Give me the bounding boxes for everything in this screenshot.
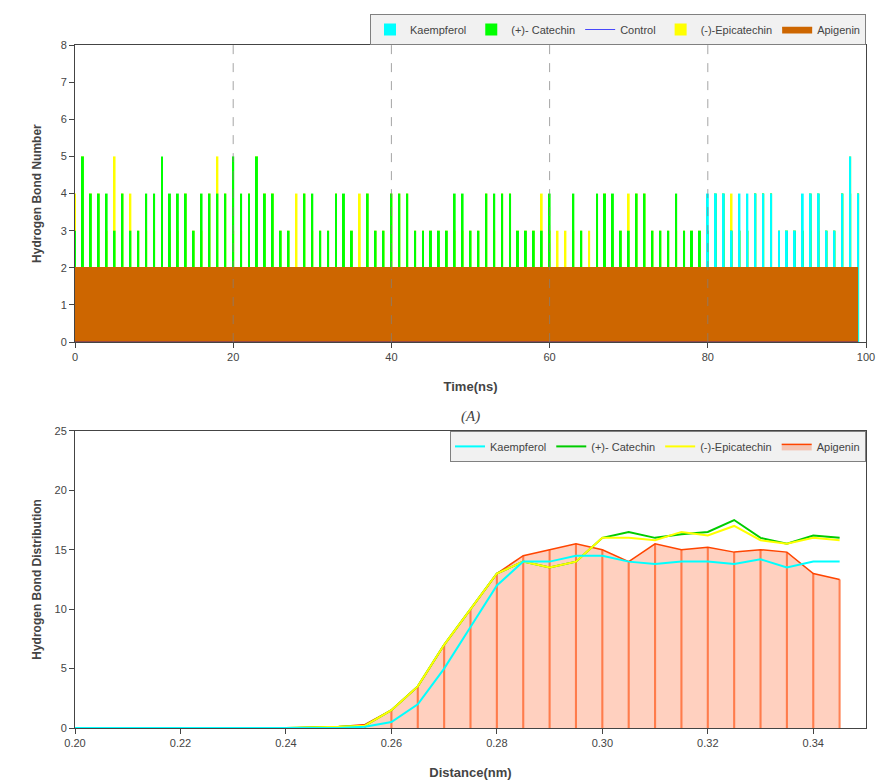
- svg-text:Kaempferol: Kaempferol: [410, 24, 466, 36]
- svg-text:0.30: 0.30: [592, 737, 613, 749]
- svg-text:(-)-Epicatechin: (-)-Epicatechin: [700, 441, 772, 453]
- svg-text:0.24: 0.24: [275, 737, 296, 749]
- svg-text:6: 6: [61, 113, 67, 125]
- svg-text:Time(ns): Time(ns): [444, 379, 498, 394]
- svg-text:Hydrogen Bond Number: Hydrogen Bond Number: [30, 124, 44, 263]
- svg-text:0: 0: [61, 336, 67, 348]
- svg-text:25: 25: [55, 425, 67, 437]
- svg-text:Distance(nm): Distance(nm): [429, 765, 511, 780]
- svg-text:0: 0: [72, 351, 78, 363]
- svg-text:1: 1: [61, 299, 67, 311]
- svg-text:20: 20: [55, 484, 67, 496]
- svg-text:10: 10: [55, 603, 67, 615]
- svg-text:0.32: 0.32: [697, 737, 718, 749]
- svg-text:(+)- Catechin: (+)- Catechin: [591, 441, 655, 453]
- svg-text:0: 0: [61, 722, 67, 734]
- svg-text:5: 5: [61, 150, 67, 162]
- svg-text:0.20: 0.20: [64, 737, 85, 749]
- svg-text:80: 80: [702, 351, 714, 363]
- svg-text:Apigenin: Apigenin: [817, 441, 860, 453]
- svg-text:40: 40: [385, 351, 397, 363]
- svg-text:7: 7: [61, 76, 67, 88]
- svg-text:4: 4: [61, 187, 67, 199]
- svg-text:5: 5: [61, 662, 67, 674]
- svg-text:(+)- Catechin: (+)- Catechin: [511, 24, 575, 36]
- svg-text:Apigenin: Apigenin: [817, 24, 860, 36]
- svg-text:0.28: 0.28: [486, 737, 507, 749]
- svg-text:0.34: 0.34: [803, 737, 824, 749]
- svg-text:Control: Control: [620, 24, 655, 36]
- svg-text:(A): (A): [461, 408, 480, 425]
- svg-text:2: 2: [61, 262, 67, 274]
- svg-text:0.22: 0.22: [170, 737, 191, 749]
- svg-text:Kaempferol: Kaempferol: [490, 441, 546, 453]
- svg-text:15: 15: [55, 544, 67, 556]
- svg-text:8: 8: [61, 39, 67, 51]
- svg-text:(-)-Epicatechin: (-)-Epicatechin: [701, 24, 773, 36]
- svg-text:100: 100: [857, 351, 875, 363]
- svg-text:3: 3: [61, 225, 67, 237]
- svg-text:20: 20: [227, 351, 239, 363]
- svg-text:Hydrogen Bond Distribution: Hydrogen Bond Distribution: [30, 499, 44, 660]
- svg-text:60: 60: [543, 351, 555, 363]
- svg-text:0.26: 0.26: [381, 737, 402, 749]
